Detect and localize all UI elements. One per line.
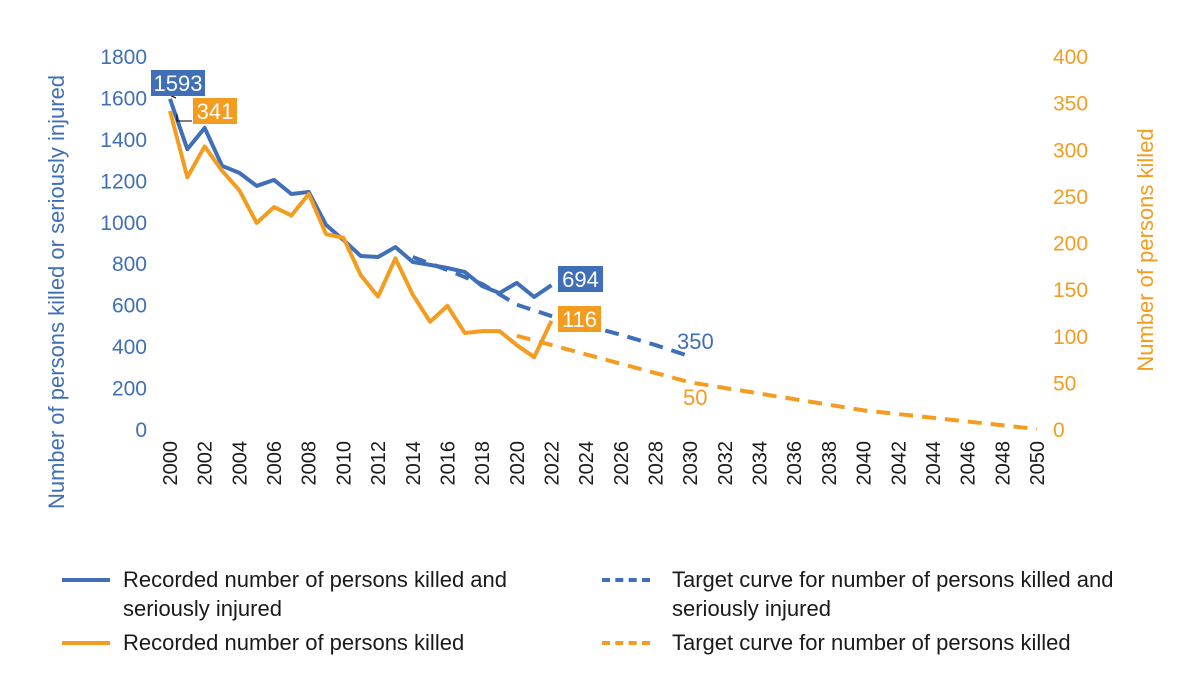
x-tick-label: 2010: [333, 441, 355, 486]
x-tick-label: 2030: [680, 441, 702, 486]
label-orange-start-box: [193, 98, 237, 124]
y2-tick-label: 100: [1053, 326, 1088, 349]
y2-tick-label: 150: [1053, 279, 1088, 302]
label-orange-target: 50: [683, 385, 707, 410]
x-tick-label: 2048: [992, 441, 1014, 486]
series-line-0: [168, 98, 553, 299]
series-line-3: [516, 333, 1038, 431]
legend-item: Target curve for number of persons kille…: [672, 567, 1114, 621]
label-blue-target: 350: [677, 329, 714, 354]
label-orange-end: 116: [562, 307, 597, 332]
x-tick-label: 2036: [784, 441, 806, 486]
x-tick-label: 2046: [958, 441, 980, 486]
label-blue-start-box: [151, 70, 205, 96]
x-tick-label: 2026: [611, 441, 633, 486]
y2-tick-label: 250: [1053, 186, 1088, 209]
label-blue-start: 1593: [154, 71, 203, 96]
x-tick-label: 2034: [750, 441, 772, 486]
y-tick-label: 1600: [100, 87, 147, 110]
x-tick-label: 2002: [195, 441, 217, 486]
x-tick-label: 2024: [576, 441, 598, 486]
x-tick-label: 2012: [368, 441, 390, 486]
label-orange-end-box: [558, 306, 601, 332]
x-tick-label: 2022: [541, 441, 563, 486]
x-tick-label: 2040: [854, 441, 876, 486]
y2-tick-label: 50: [1053, 372, 1076, 395]
x-tick-label: 2028: [646, 441, 668, 486]
y-tick-label: 200: [112, 378, 147, 401]
legend-swatch-blue-dashed: [602, 578, 650, 582]
x-tick-label: 2018: [472, 441, 494, 486]
x-tick-label: 2004: [229, 441, 251, 486]
y-tick-label: 1000: [100, 212, 147, 235]
x-tick-label: 2016: [437, 441, 459, 486]
series-line-2: [168, 110, 554, 360]
label-blue-end: 694: [562, 267, 599, 292]
x-tick-label: 2042: [888, 441, 910, 486]
x-tick-label: 2032: [715, 441, 737, 486]
x-tick-label: 2038: [819, 441, 841, 486]
y-tick-label: 1800: [100, 46, 147, 69]
legend-swatch-orange-dashed: [602, 641, 650, 645]
y-tick-label: 600: [112, 295, 147, 318]
x-tick-label: 2006: [264, 441, 286, 486]
y-tick-label: 0: [135, 419, 147, 442]
x-tick-label: 2020: [507, 441, 529, 486]
chart-svg: 0 200 400 600 800 1000 1200 1400 1600 1800 0 50 100 1…: [44, 46, 1158, 509]
y-tick-label: 1400: [100, 129, 147, 152]
x-tick-label: 2014: [403, 441, 425, 486]
label-blue-end-box: [558, 266, 603, 292]
y-tick-label: 1200: [100, 170, 147, 193]
series-line-1: [412, 255, 691, 359]
y2-tick-label: 0: [1053, 419, 1065, 442]
x-tick-label: 2000: [160, 441, 182, 486]
leader-line: [176, 114, 192, 122]
legend-swatch-blue-solid: [62, 578, 110, 582]
y2-tick-label: 200: [1053, 233, 1088, 256]
y2-tick-label: 400: [1053, 46, 1088, 69]
y-axis-title: Number of persons killed or seriously in…: [44, 75, 69, 509]
x-tick-label: 2008: [299, 441, 321, 486]
y2-tick-label: 300: [1053, 139, 1088, 162]
y-tick-label: 800: [112, 253, 147, 276]
label-orange-start: 341: [197, 99, 234, 124]
legend-item: Recorded number of persons killed and se…: [123, 567, 508, 621]
legend-item: Recorded number of persons killed: [123, 630, 465, 655]
legend-swatch-orange-solid: [62, 641, 110, 645]
legend-item: Target curve for number of persons kille…: [672, 630, 1071, 655]
x-tick-label: 2044: [923, 441, 945, 486]
y2-axis-title: Number of persons killed: [1133, 128, 1158, 371]
x-tick-label: 2050: [1027, 441, 1049, 486]
y2-tick-label: 350: [1053, 93, 1088, 116]
y-tick-label: 400: [112, 336, 147, 359]
